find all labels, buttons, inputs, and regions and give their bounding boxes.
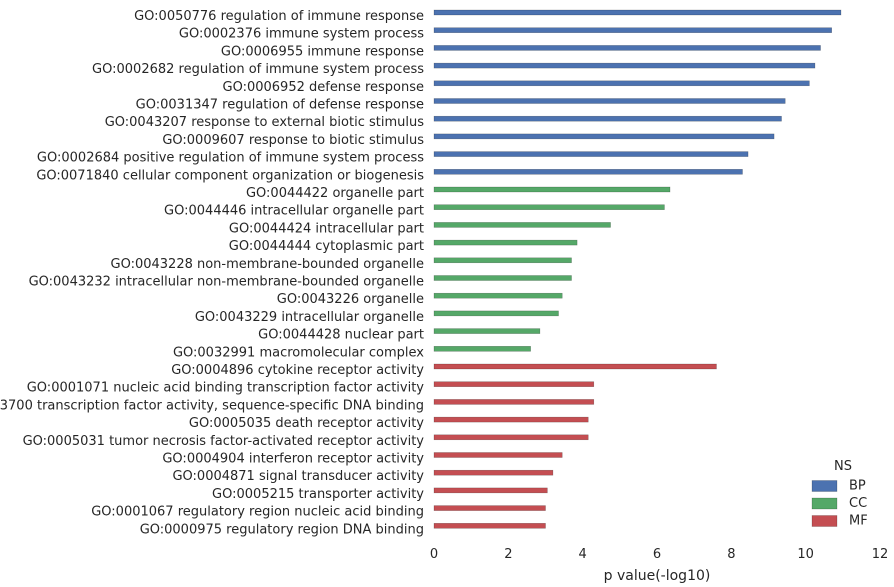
category-label: GO:0044446 intracellular organelle part (164, 204, 424, 219)
bar-bp (433, 115, 782, 122)
x-tick-label: 12 (872, 547, 889, 562)
bar-bp (433, 27, 832, 33)
bar-cc (433, 328, 541, 334)
bar-bp (433, 151, 749, 157)
bar-cc (433, 257, 572, 264)
bar-bp (433, 80, 810, 87)
category-label: GO:0001067 regulatory region nucleic aci… (91, 505, 424, 520)
bar-mf (433, 505, 546, 511)
x-tick-label: 4 (579, 547, 587, 562)
bar-bp (433, 133, 775, 140)
category-label: GO:0043228 non-membrane-bounded organell… (111, 257, 425, 272)
x-axis: 0 2 4 6 8 10 12 (430, 547, 888, 562)
legend-label-cc: CC (849, 496, 867, 511)
bar-bp (433, 169, 743, 175)
bar-mf (433, 416, 589, 423)
category-label: GO:0043226 organelle (277, 292, 424, 307)
category-label: GO:0044444 cytoplasmic part (229, 239, 424, 254)
legend: NS BP CC MF (811, 459, 868, 529)
bar-bp (433, 62, 816, 69)
category-label: GO:0050776 regulation of immune response (134, 9, 424, 24)
category-label: GO:0032991 macromolecular complex (173, 345, 424, 360)
legend-swatch-cc (811, 497, 838, 510)
legend-label-bp: BP (849, 479, 866, 494)
category-label: GO:0009607 response to biotic stimulus (162, 133, 424, 148)
category-label: GO:0031347 regulation of defense respons… (136, 98, 424, 113)
legend-swatch-bp (811, 480, 838, 492)
category-label: GO:0005031 tumor necrosis factor-activat… (23, 434, 425, 449)
bar-bp (433, 98, 786, 104)
category-label: GO:0005215 transporter activity (212, 487, 424, 502)
x-axis-title: p value(-log10) (604, 568, 711, 584)
bars-layer (433, 9, 842, 529)
bar-cc (433, 204, 665, 210)
bar-mf (433, 381, 595, 387)
bar-cc (433, 186, 671, 193)
category-labels: GO:0050776 regulation of immune response… (0, 9, 424, 537)
bar-mf (433, 363, 717, 370)
bar-bp (433, 9, 842, 16)
bar-mf (433, 399, 595, 405)
category-label: GO:0044428 nuclear part (258, 328, 424, 343)
legend-label-mf: MF (849, 514, 868, 529)
category-label: GO:0001071 nucleic acid binding transcri… (27, 381, 425, 396)
x-tick-label: 2 (504, 547, 512, 562)
bar-mf (433, 434, 589, 441)
category-label: GO:0004896 cytokine receptor activity (171, 363, 424, 378)
bar-mf (433, 523, 546, 529)
bar-cc (433, 222, 611, 228)
category-label: GO:0002682 regulation of immune system p… (92, 62, 424, 77)
category-label: GO:0006955 immune response (221, 44, 424, 59)
bar-bp (433, 45, 821, 51)
x-tick-label: 6 (653, 547, 661, 562)
category-label: GO:0006952 defense response (223, 80, 425, 95)
legend-title: NS (834, 459, 852, 474)
bar-cc (433, 346, 531, 352)
bar-cc (433, 275, 572, 281)
bar-cc (433, 310, 559, 317)
bar-cc (433, 292, 563, 299)
bar-mf (433, 469, 554, 476)
category-label: GO:0002684 positive regulation of immune… (37, 151, 424, 166)
category-label: GO:0005035 death receptor activity (189, 416, 424, 431)
x-tick-label: 0 (430, 547, 438, 562)
bar-cc (433, 239, 578, 246)
bar-mf (433, 487, 548, 494)
category-label: GO:0000975 regulatory region DNA binding (140, 522, 424, 537)
category-label: GO:0003700 transcription factor activity… (0, 398, 424, 413)
x-tick-label: 8 (727, 547, 735, 562)
category-label: GO:0043229 intracellular organelle (195, 310, 424, 325)
x-tick-label: 10 (797, 547, 814, 562)
category-label: GO:0004871 signal transducer activity (172, 469, 424, 484)
category-label: GO:0002376 immune system process (179, 27, 424, 42)
category-label: GO:0044424 intracellular part (229, 221, 424, 236)
category-label: GO:0043232 intracellular non-membrane-bo… (29, 275, 424, 290)
legend-swatch-mf (811, 515, 838, 527)
category-label: GO:0071840 cellular component organizati… (36, 168, 424, 183)
bar-mf (433, 452, 563, 458)
category-label: GO:0044422 organelle part (246, 186, 424, 201)
category-label: GO:0004904 interferon receptor activity (162, 452, 424, 467)
category-label: GO:0043207 response to external biotic s… (105, 115, 425, 130)
